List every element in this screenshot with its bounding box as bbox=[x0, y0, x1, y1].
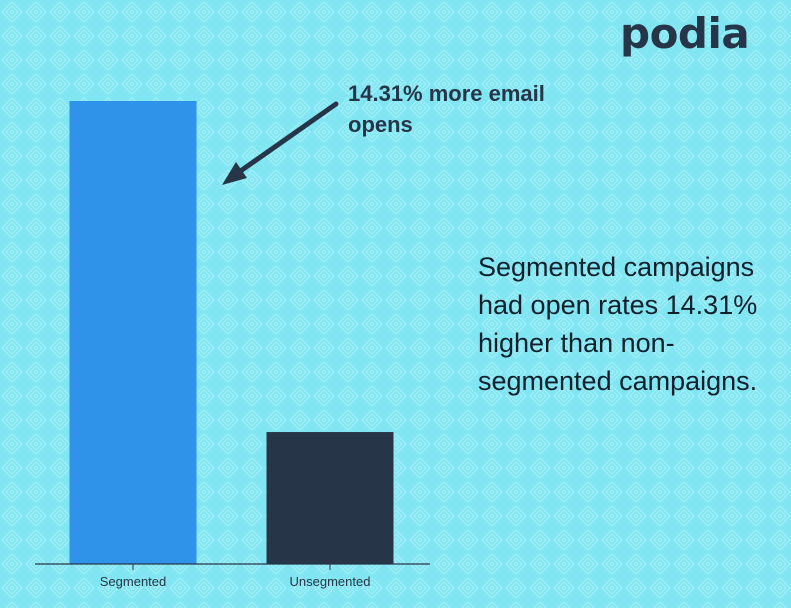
x-tick-label-unsegmented: Unsegmented bbox=[290, 574, 371, 589]
podia-logo: podia bbox=[620, 9, 750, 58]
bar-unsegmented bbox=[266, 432, 394, 564]
description-text: Segmented campaigns had open rates 14.31… bbox=[478, 252, 758, 396]
bar-segmented bbox=[69, 101, 197, 564]
x-tick-label-segmented: Segmented bbox=[100, 574, 167, 589]
annotation-arrow bbox=[222, 101, 339, 185]
annotation-label: 14.31% more email opens bbox=[348, 81, 545, 137]
